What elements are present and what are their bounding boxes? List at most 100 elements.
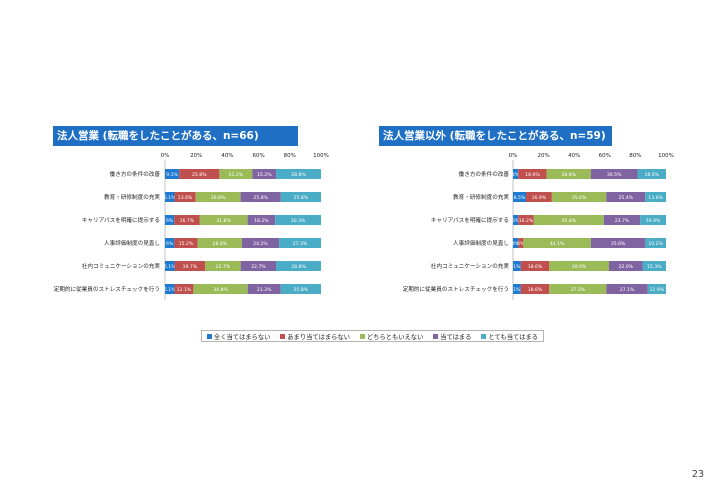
category-label: キャリアパスを明確に提示する (82, 216, 160, 224)
data-label: 13.6% (178, 195, 193, 201)
category-label: 定期的に従業員のストレスチェックを行う (54, 285, 160, 293)
data-label: 25.8% (253, 195, 268, 201)
category-label: 働き方の条件の改善 (110, 170, 161, 178)
data-label: 25.8% (294, 287, 309, 293)
x-tick-label: 20% (537, 153, 549, 159)
data-label: 16.9% (532, 195, 547, 201)
legend-label: どちらともいえない (366, 333, 424, 341)
data-label: 3% (512, 218, 520, 224)
bar-segment (165, 261, 175, 271)
bar-segment (513, 169, 519, 179)
category-label: 定期的に従業員のストレスチェックを行う (403, 285, 509, 293)
bar-segment (642, 261, 666, 271)
data-label: 34.8% (213, 287, 228, 293)
bar-segment (174, 261, 206, 271)
data-label: 1% (513, 287, 521, 293)
data-label: 10.2% (648, 241, 663, 247)
data-label: 35.6% (572, 195, 587, 201)
bar-segment (205, 261, 241, 271)
x-tick-label: 100% (313, 153, 329, 159)
data-label: 10.2% (519, 218, 534, 224)
data-label: 19.7% (183, 264, 198, 270)
stacked-bar-chart-left: 0% 20% 40% 60% 80% 100% 働き方の条件の改善 9.1% 25.8% 21.2… (54, 153, 329, 300)
bar-segment (247, 284, 281, 294)
bar-segment (526, 192, 552, 202)
bar-segment (197, 238, 242, 248)
x-tick-label: 0% (161, 153, 170, 159)
bar-segment (280, 192, 321, 202)
data-label: 24.2% (253, 241, 268, 247)
data-label: 21.2% (229, 172, 244, 178)
data-label: 35.6% (611, 241, 626, 247)
page-number: 23 (691, 469, 704, 480)
data-label: 30.5% (607, 172, 622, 178)
bar-segment (546, 169, 591, 179)
data-label: 12.1% (177, 287, 192, 293)
data-label: 18.6% (528, 264, 543, 270)
bar-segment (520, 284, 550, 294)
data-label: 9.1% (166, 172, 178, 178)
data-label: 39.0% (572, 264, 587, 270)
legend: 全く当てはまらない あまり当てはまらない どちらともいえない 当てはまる とても… (201, 330, 544, 342)
bar-segment (590, 238, 646, 248)
bar-segment (252, 169, 277, 179)
bar-segment (513, 261, 521, 271)
data-label: 28.8% (561, 172, 576, 178)
x-tick-label: 40% (221, 153, 233, 159)
bar-segment (165, 215, 175, 225)
data-label: 16.9% (646, 218, 661, 224)
data-label: 6.1% (164, 264, 176, 270)
legend-label: あまり当てはまらない (287, 333, 351, 341)
bar-segment (165, 284, 175, 294)
x-tick-label: 60% (599, 153, 611, 159)
x-tick-label: 80% (629, 153, 641, 159)
bar-segment (179, 169, 220, 179)
legend-swatch (481, 333, 487, 339)
bar-segment (240, 192, 281, 202)
data-label: 6% (517, 241, 525, 247)
chart-title-right: 法人営業以外 (転職をしたことがある、n=59) (379, 126, 612, 146)
category-label: 人事評価制度の見直し (453, 239, 509, 247)
data-label: 28.8% (213, 241, 228, 247)
data-label: 6% (166, 241, 174, 247)
data-label: 28.8% (291, 172, 306, 178)
bar-segment (240, 261, 277, 271)
bar-segment (174, 215, 200, 225)
bar-segment (513, 215, 519, 225)
x-tick-label: 80% (284, 153, 296, 159)
bar-segment (280, 284, 321, 294)
bar-segment (276, 169, 321, 179)
legend-item: あまり当てはまらない (280, 332, 350, 341)
data-label: 23.7% (615, 218, 630, 224)
data-label: 25.8% (192, 172, 207, 178)
bar-segment (513, 192, 527, 202)
data-label: 18.6% (528, 287, 543, 293)
legend-item: 当てはまる (433, 332, 472, 341)
data-label: 18.2% (254, 218, 269, 224)
bar-segment (174, 238, 198, 248)
bar-segment (199, 215, 248, 225)
bar-segment (590, 169, 638, 179)
bar-segment (165, 238, 175, 248)
bar-segment (174, 192, 196, 202)
bar-segment (276, 261, 321, 271)
data-label: 22.7% (251, 264, 266, 270)
x-tick-label: 20% (190, 153, 202, 159)
bar-segment (520, 261, 550, 271)
bar-segment (275, 215, 321, 225)
data-label: 22.0% (618, 264, 633, 270)
bar-segment (518, 169, 547, 179)
data-label: 1% (513, 264, 521, 270)
data-label: 28.8% (211, 195, 226, 201)
bar-segment (606, 192, 646, 202)
x-tick-label: 0% (509, 153, 518, 159)
legend-label: 全く当てはまらない (213, 333, 271, 341)
data-label: 45.8% (562, 218, 577, 224)
legend-swatch (280, 333, 286, 339)
legend-label: とても当てはまる (488, 333, 539, 341)
bar-segment (241, 238, 280, 248)
data-label: 18.6% (525, 172, 540, 178)
data-label: 25.4% (618, 195, 633, 201)
bar-segment (647, 284, 666, 294)
legend-swatch (359, 333, 365, 339)
